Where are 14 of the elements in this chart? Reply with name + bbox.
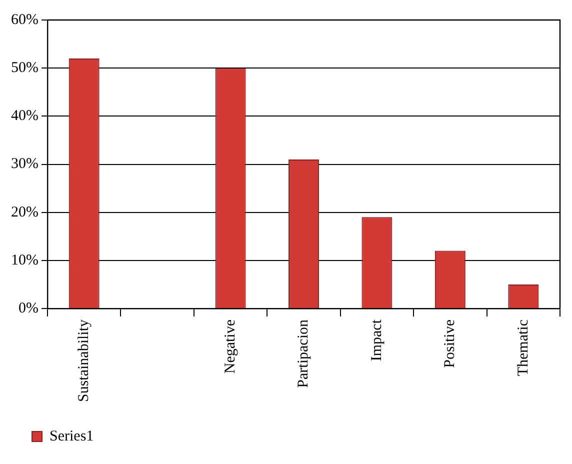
- legend-label: Series1: [50, 428, 94, 444]
- x-tick-label: Thematic: [515, 319, 532, 376]
- y-tick-label: 20%: [10, 204, 38, 220]
- y-tick-label: 10%: [10, 252, 38, 268]
- x-tick-label: Partipacion: [296, 319, 312, 388]
- y-tick-label: 50%: [10, 60, 38, 76]
- y-tick-label: 40%: [10, 108, 38, 124]
- y-tick-label: 30%: [10, 156, 38, 172]
- x-tick-label: Positive: [442, 319, 458, 368]
- x-tick-label: Negative: [222, 319, 238, 374]
- x-tick-label: Impact: [368, 318, 385, 362]
- y-tick-label: 0%: [18, 300, 38, 316]
- x-tick-label: Sustainability: [76, 319, 92, 402]
- y-tick-label: 60%: [10, 12, 38, 28]
